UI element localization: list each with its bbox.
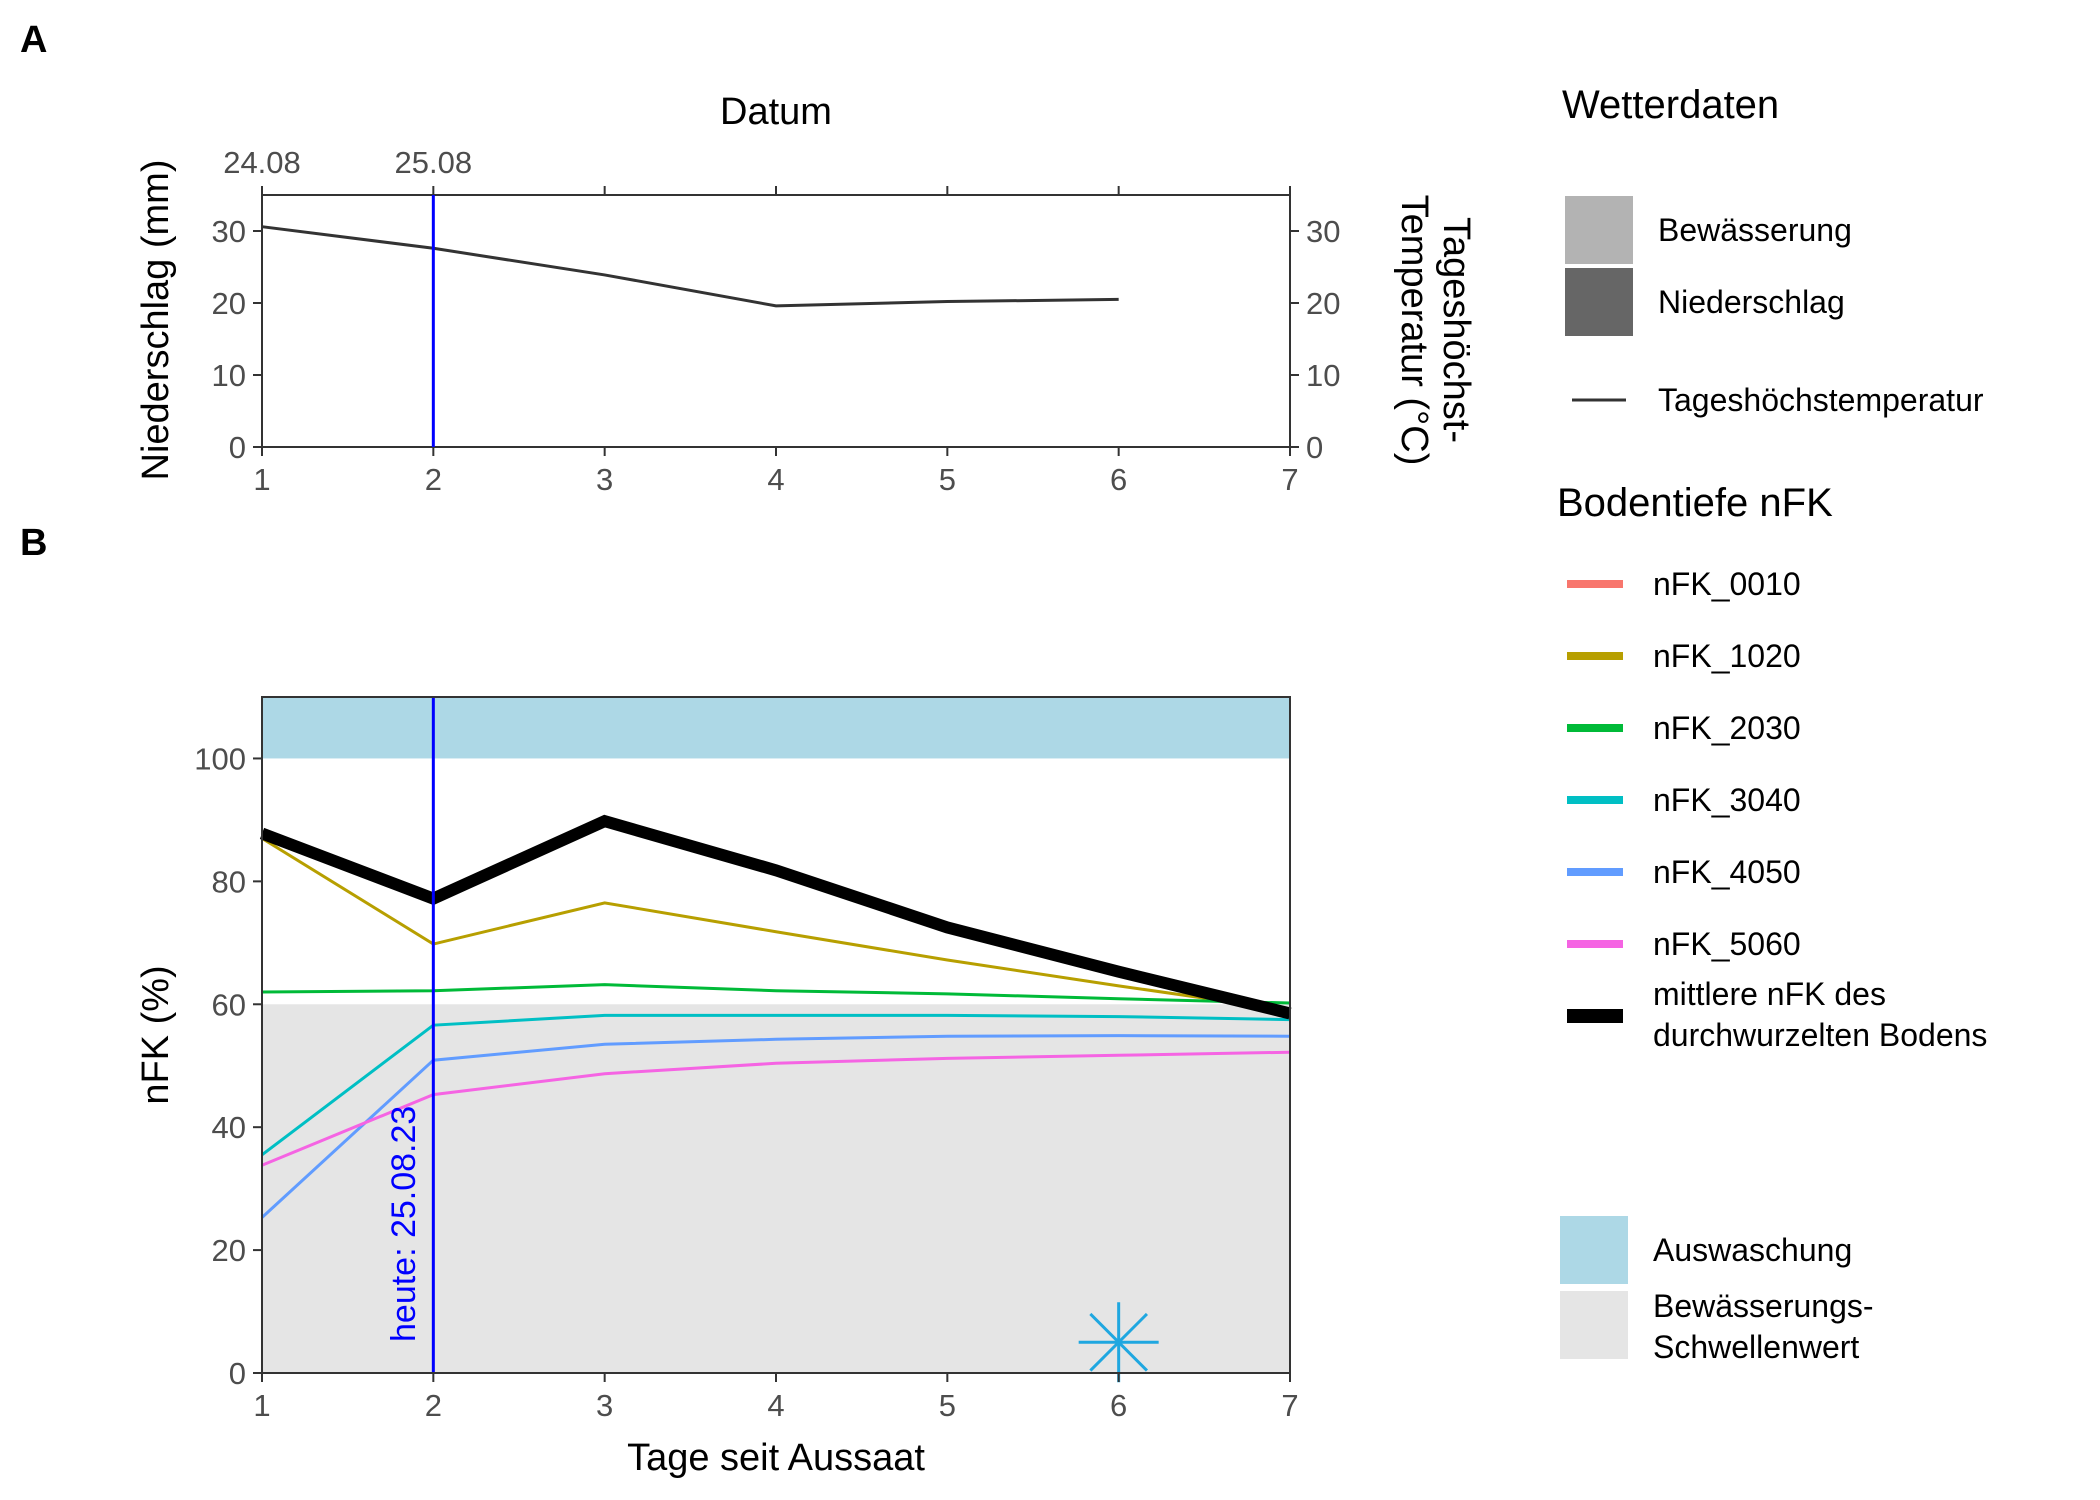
panel-a-left-tick-label: 10 xyxy=(212,358,246,393)
legend-soil-title: Bodentiefe nFK xyxy=(1557,481,1833,525)
panel-a-tag: A xyxy=(20,19,47,61)
panel-a-bottom-axis: 1 2 3 4 5 6 7 xyxy=(253,447,1299,497)
panel-b-y-tick-label: 0 xyxy=(229,1356,246,1391)
panel-b-y-tick-label: 60 xyxy=(212,987,246,1022)
panel-b-x-tick-label: 2 xyxy=(425,1388,442,1423)
legend-soil-label-0: nFK_0010 xyxy=(1653,566,1801,602)
legend-soil-label-6-line1: mittlere nFK des xyxy=(1653,976,1886,1012)
legend-band-key-1 xyxy=(1560,1291,1628,1359)
legend-soil: Bodentiefe nFK nFK_0010nFK_1020nFK_2030n… xyxy=(1557,481,1987,1053)
panel-b-x-tick-label: 4 xyxy=(767,1388,784,1423)
legend-weather-label-2: Tageshöchstemperatur xyxy=(1658,382,1984,418)
panel-a-left-tick-label: 20 xyxy=(212,286,246,321)
legend-weather-items: Bewässerung Niederschlag Tageshöchstempera… xyxy=(1565,196,1984,418)
panel-b-band-0 xyxy=(262,697,1290,759)
panel-a-top-tick-label: 24.08 xyxy=(223,145,301,180)
panel-b-x-tick-label: 7 xyxy=(1281,1388,1298,1423)
panel-a-right-axis-title-line1: Tageshöchst- xyxy=(1435,217,1477,443)
panel-b-asterisk-marker xyxy=(1089,1312,1149,1372)
legend-soil-label-2: nFK_2030 xyxy=(1653,710,1801,746)
legend-band-label-0: Auswaschung xyxy=(1653,1232,1852,1268)
legend-band-key-0 xyxy=(1560,1216,1628,1284)
legend-soil-label-3: nFK_3040 xyxy=(1653,782,1801,818)
panel-a-plot-frame xyxy=(261,194,1291,448)
panel-a-bottom-tick-label: 6 xyxy=(1110,462,1127,497)
panel-b-y-tick-label: 40 xyxy=(212,1110,246,1145)
panel-a-bottom-tick-label: 3 xyxy=(596,462,613,497)
panel-a-top-axis-title: Datum xyxy=(720,91,832,133)
panel-b-y-tick-label: 20 xyxy=(212,1233,246,1268)
panel-b-x-tick-label: 3 xyxy=(596,1388,613,1423)
panel-a-left-tick-label: 30 xyxy=(212,214,246,249)
legend-bands: Auswaschung Bewässerungs- Schwellenwert xyxy=(1560,1216,1874,1365)
panel-b-y-axis: 0 20 40 60 80 100 xyxy=(194,741,262,1391)
panel-b-x-axis-title: Tage seit Aussaat xyxy=(627,1437,925,1479)
panel-a-right-tick-label: 20 xyxy=(1306,286,1340,321)
panel-a-chart: Datum 24.08 25.08 1 2 3 4 5 6 7 0 10 20 30 0 10 20 30… xyxy=(135,91,1477,497)
legend-band-label-1-line2: Schwellenwert xyxy=(1653,1329,1859,1365)
panel-a-bottom-tick-label: 1 xyxy=(253,462,270,497)
legend-soil-label-5: nFK_5060 xyxy=(1653,926,1801,962)
panel-a-bottom-tick-label: 5 xyxy=(939,462,956,497)
panel-a-left-axis-title: Niederschlag (mm) xyxy=(135,160,177,481)
panel-b-series-line-6 xyxy=(259,814,1292,1020)
panel-a-left-axis: 0 10 20 30 xyxy=(212,214,262,465)
panel-a-left-tick-label: 0 xyxy=(229,430,246,465)
panel-a-right-axis-title-line2: Temperatur (°C) xyxy=(1393,195,1435,466)
panel-b-today-label: heute: 25.08.23 xyxy=(385,1106,423,1342)
panel-b-y-tick-label: 80 xyxy=(212,864,246,899)
panel-b-series: heute: 25.08.23 xyxy=(259,697,1292,1383)
legend-weather-title: Wetterdaten xyxy=(1562,83,1779,127)
panel-b-y-tick-label: 100 xyxy=(194,741,246,776)
panel-a-right-tick-label: 0 xyxy=(1306,430,1323,465)
panel-a-right-tick-label: 10 xyxy=(1306,358,1340,393)
legend-weather-label-1: Niederschlag xyxy=(1658,284,1845,320)
legend-soil-label-6-line2: durchwurzelten Bodens xyxy=(1653,1017,1987,1053)
panel-a-bottom-tick-label: 7 xyxy=(1281,462,1298,497)
panel-a-top-tick-label: 25.08 xyxy=(395,145,473,180)
legend-soil-label-1: nFK_1020 xyxy=(1653,638,1801,674)
panel-a-top-axis: 24.08 25.08 xyxy=(223,145,1291,195)
panel-b-tag: B xyxy=(20,522,47,564)
panel-b-x-tick-label: 1 xyxy=(253,1388,270,1423)
legend-weather-label-0: Bewässerung xyxy=(1658,212,1852,248)
panel-a-series xyxy=(261,195,1119,447)
panel-a-series-line-0 xyxy=(261,225,1119,308)
panel-a-bottom-tick-label: 2 xyxy=(425,462,442,497)
legend-soil-label-4: nFK_4050 xyxy=(1653,854,1801,890)
panel-b-x-tick-label: 6 xyxy=(1110,1388,1127,1423)
panel-a-bottom-tick-label: 4 xyxy=(767,462,784,497)
panel-a-right-axis: 0 10 20 30 xyxy=(1290,214,1340,465)
panel-a-right-tick-label: 30 xyxy=(1306,214,1340,249)
legend-weather: Wetterdaten Bewässerung Niederschlag Tages… xyxy=(1562,83,1984,418)
panel-b-y-axis-title: nFK (%) xyxy=(135,965,177,1104)
legend-weather-key-1 xyxy=(1565,268,1633,336)
legend-soil-items: nFK_0010 nFK_1020 nFK_2030 nFK_3040 nFK_4050… xyxy=(1567,566,1987,1053)
legend-weather-key-0 xyxy=(1565,196,1633,264)
legend-band-label-1-line1: Bewässerungs- xyxy=(1653,1288,1874,1324)
panel-b-x-tick-label: 5 xyxy=(939,1388,956,1423)
panel-b-chart: heute: 25.08.23 1 2 3 4 5 6 7 0 20 40 60 80 100 Tag… xyxy=(135,696,1299,1479)
panel-b-x-axis: 1 2 3 4 5 6 7 xyxy=(253,1373,1299,1423)
